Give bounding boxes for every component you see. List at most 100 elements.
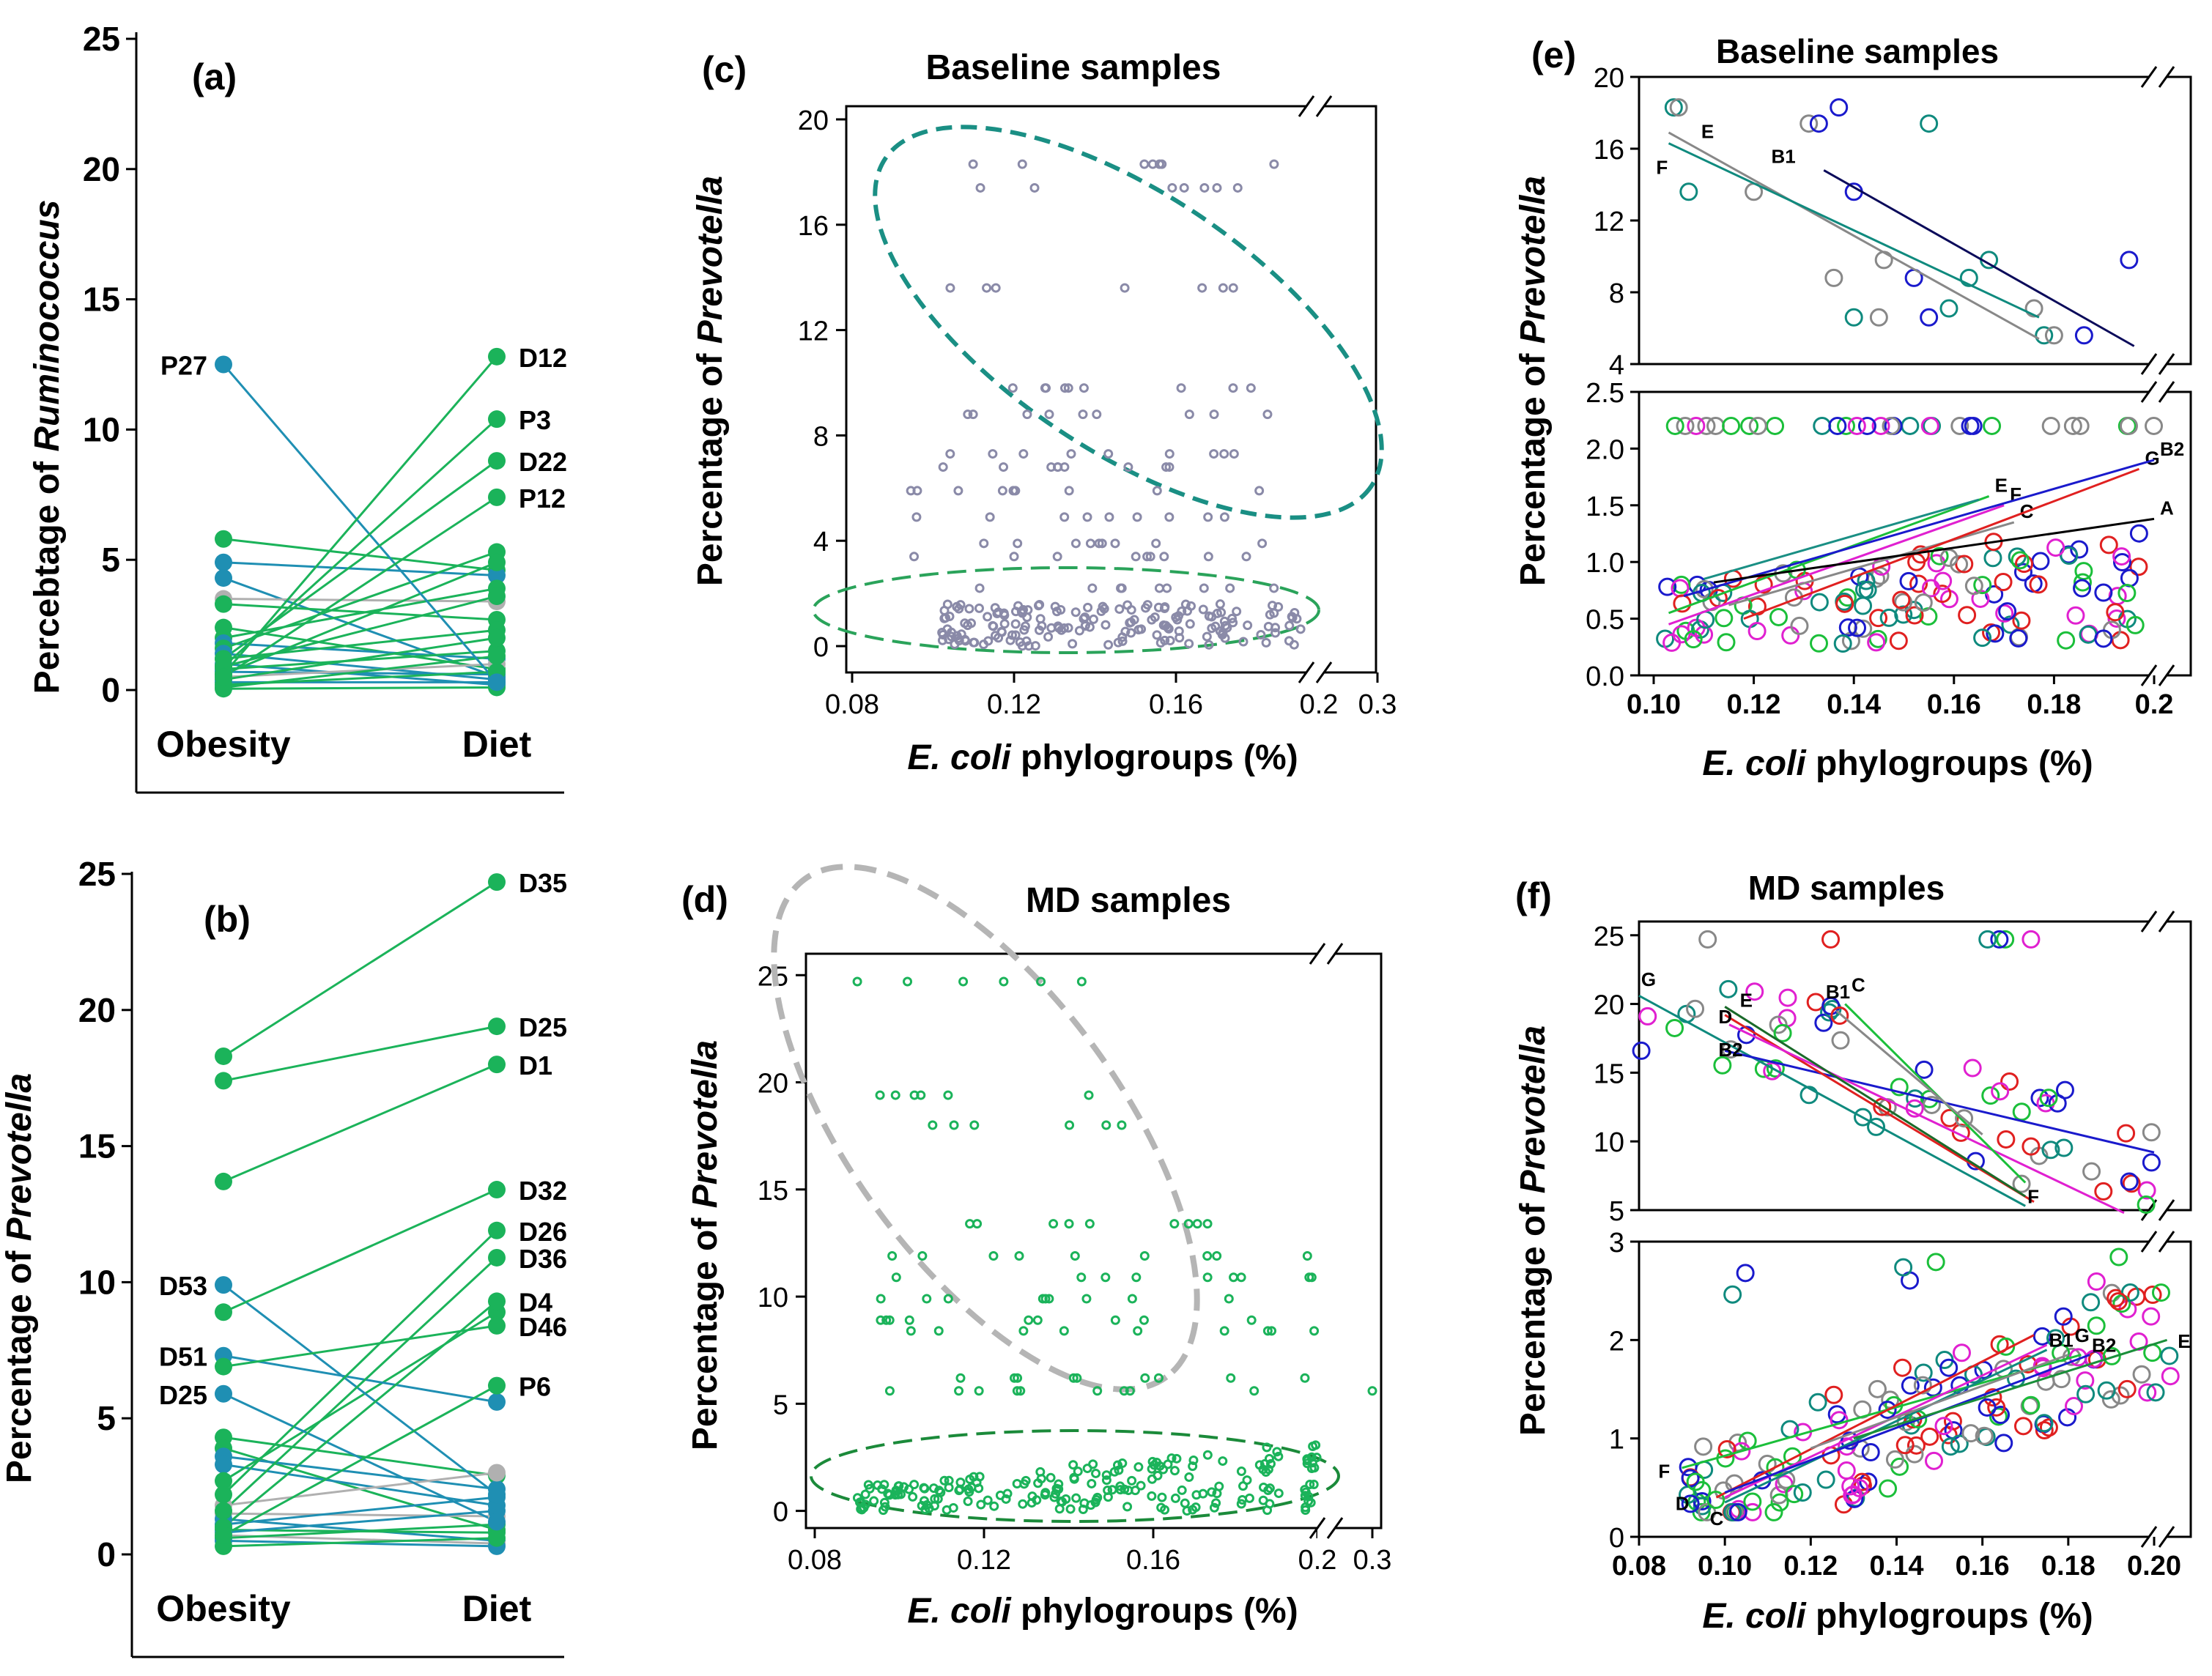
- panel-f-top-point: [1799, 1086, 1819, 1105]
- panel-c-point: [1120, 283, 1130, 293]
- panel-e-bottom-y-tick-label: 2.0: [1586, 434, 1624, 465]
- panel-d-point: [1070, 1250, 1080, 1261]
- panel-d-point: [895, 1489, 906, 1499]
- panel-b-series-line: [223, 1518, 497, 1542]
- panel-e-top-y-tick-label: 4: [1609, 350, 1624, 381]
- panel-e-bottom-point: [1869, 609, 1888, 628]
- panel-a-point-p12: [488, 488, 506, 506]
- panel-f-top-fit-line: [1724, 1014, 2035, 1204]
- panel-f-bottom-point: [1879, 1479, 1898, 1498]
- panel-d-point: [1302, 1454, 1312, 1464]
- panel-d-point: [1051, 1488, 1061, 1499]
- panel-f: (f) MD samples Percentage of Prevotella …: [1514, 869, 2192, 1636]
- panel-c-point: [1104, 512, 1114, 522]
- panel-b-series-label: D25: [159, 1380, 207, 1410]
- panel-e-bottom-point: [1847, 416, 1866, 435]
- panel-e-bottom-axis-break: [2158, 664, 2175, 686]
- panel-b-series-line-d4: [223, 1300, 497, 1528]
- panel-e-top-point: [1844, 308, 1863, 327]
- panel-d-axis-break: [1326, 1517, 1344, 1539]
- panel-f-top-point: [1915, 1060, 1934, 1079]
- panel-c-point: [1074, 626, 1084, 636]
- panel-f-top-point: [1821, 930, 1841, 949]
- panel-c-point: [1087, 583, 1098, 593]
- panel-e-bottom-point: [1813, 416, 1832, 435]
- panel-e-top-point: [1869, 308, 1888, 327]
- panel-d-point: [1309, 1479, 1319, 1489]
- panel-d-point: [1202, 1250, 1213, 1261]
- panel-f-top-point: [2039, 1089, 2058, 1108]
- panel-f-bottom-point: [1824, 1385, 1843, 1404]
- panel-f-top-point: [2055, 1080, 2074, 1100]
- panel-a-series-line: [223, 650, 497, 671]
- panel-e-bottom-axis-break: [2140, 381, 2158, 403]
- panel-f-bottom-point: [1841, 1431, 1860, 1450]
- panel-f-bottom-fit-line: [1810, 1354, 2069, 1450]
- panel-d: (d) MD samples Percentage of Prevotella …: [681, 864, 1391, 1631]
- panel-d-point: [1125, 1386, 1135, 1396]
- panel-b-series-label: D26: [519, 1217, 567, 1247]
- panel-b-series-line: [223, 1496, 497, 1526]
- panel-b-series-line-d25: [223, 1025, 497, 1082]
- panel-a-point-p27: [488, 673, 506, 691]
- panel-c-point: [945, 283, 955, 293]
- panel-d-point: [1018, 1499, 1028, 1509]
- panel-c-axis-break: [1298, 661, 1315, 683]
- panel-c-axis-break: [1298, 95, 1315, 117]
- panel-e-top-point: [1799, 114, 1819, 133]
- panel-f-top-point: [1996, 930, 2015, 949]
- panel-f-bottom-point: [1843, 1485, 1863, 1504]
- panel-c-point: [1207, 623, 1217, 634]
- panel-f-top-point: [1963, 1058, 1982, 1078]
- panel-d-point: [963, 1497, 973, 1507]
- panel-d-point: [1122, 1502, 1133, 1512]
- panel-d-point: [1309, 1463, 1320, 1473]
- panel-f-bottom-point: [1934, 1417, 1953, 1436]
- panel-e-bottom-point: [1964, 576, 1983, 596]
- panel-e-bottom-point: [1658, 577, 1677, 596]
- panel-d-point: [1302, 1250, 1312, 1261]
- panel-f-bottom-point: [1868, 1379, 1887, 1398]
- panel-f-bottom-point: [1681, 1494, 1700, 1513]
- panel-f-bottom-axis-break: [2140, 1526, 2158, 1548]
- panel-d-point: [1262, 1442, 1272, 1453]
- panel-a-series-line-d12: [222, 355, 498, 675]
- panel-a-series-line-p12: [223, 496, 497, 678]
- panel-e-bottom-point: [2060, 546, 2079, 566]
- panel-f-top-point: [2142, 1153, 2161, 1172]
- panel-c-point: [979, 538, 989, 549]
- panel-c-point: [994, 633, 1004, 643]
- panel-e-fit-label: G: [2145, 447, 2160, 469]
- panel-f-bottom-point: [1894, 1258, 1913, 1277]
- panel-e-fit-label: B2: [2160, 438, 2184, 460]
- panel-f-bottom-point: [1837, 1461, 1856, 1480]
- panel-d-point: [1076, 976, 1087, 987]
- panel-b-series-line-d35: [223, 880, 497, 1058]
- panel-f-bottom-point: [1878, 1401, 1897, 1420]
- panel-c-point: [1284, 636, 1294, 646]
- panel-c-point: [1256, 630, 1266, 640]
- panel-f-bottom-point: [2019, 1354, 2038, 1373]
- panel-f-bottom-fit-line: [1724, 1349, 2048, 1504]
- panel-e-bottom-point: [2041, 416, 2060, 435]
- panel-c-point: [991, 283, 1001, 293]
- panel-e-x-tick-label: 0.10: [1627, 689, 1681, 720]
- panel-d-point: [876, 1315, 886, 1325]
- panel-c-point: [1097, 538, 1107, 549]
- panel-f-bottom-point: [1961, 1424, 1980, 1443]
- panel-d-point: [972, 1477, 982, 1488]
- panel-c-point: [937, 635, 947, 645]
- panel-e-bottom-point: [1828, 416, 1847, 435]
- panel-d-point: [1032, 1315, 1043, 1325]
- panel-f-bottom-point: [2101, 1390, 2120, 1409]
- panel-d-point: [999, 976, 1009, 987]
- panel-e-bottom-point: [1973, 576, 1992, 595]
- panel-d-point: [1184, 1472, 1194, 1483]
- panel-c-point: [1209, 449, 1219, 459]
- panel-f-bottom-point: [1914, 1363, 1933, 1382]
- panel-c-point: [1147, 615, 1157, 625]
- panel-e-plot: 4 8 12 16 20 0.0 0.5 1.0 1.5 2.0 2.5 0.10 0.12 0.14 0.…: [1586, 63, 2192, 720]
- panel-c-point: [1092, 409, 1102, 420]
- panel-f-top-point: [2137, 1181, 2156, 1200]
- panel-d-point: [1191, 1490, 1202, 1500]
